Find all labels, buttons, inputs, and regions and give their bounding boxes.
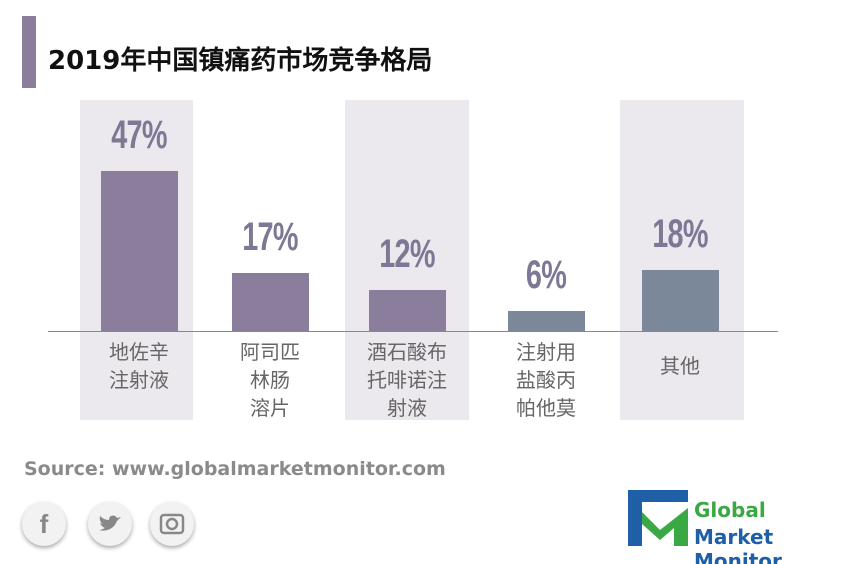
column-shade [620, 100, 744, 420]
value-label: 47% [111, 113, 167, 157]
bar [641, 269, 719, 331]
value-label: 6% [525, 252, 567, 297]
x-tick-label: 酒石酸布 托啡诺注 射液 [367, 340, 447, 420]
camera-icon[interactable] [150, 502, 194, 546]
x-tick-label: 阿司匹 林肠 溶片 [240, 340, 300, 420]
value-label: 18% [652, 211, 708, 256]
value-label: 17% [242, 215, 298, 260]
x-tick-label: 其他 [660, 354, 700, 378]
value-label: 12% [379, 232, 435, 277]
bar [368, 290, 446, 331]
source: Source: www.globalmarketmonitor.com [24, 458, 446, 480]
bar [231, 273, 309, 331]
twitter-icon[interactable] [88, 502, 132, 546]
logo-text: Market Monitor [694, 525, 782, 564]
column-shade [345, 100, 469, 420]
chart-title: 2019年中国镇痛药市场竞争格局 [48, 46, 433, 76]
logo-mark [628, 490, 688, 546]
baseline [48, 331, 778, 332]
logo-text: Global [694, 498, 766, 522]
x-tick-label: 地佐辛 注射液 [109, 340, 169, 392]
svg-text:f: f [40, 509, 49, 539]
facebook-icon[interactable]: f [22, 502, 66, 546]
bar [100, 171, 178, 331]
title-accent [22, 16, 36, 88]
bar [507, 310, 585, 331]
x-tick-label: 注射用 盐酸丙 帕他莫 [516, 340, 576, 420]
